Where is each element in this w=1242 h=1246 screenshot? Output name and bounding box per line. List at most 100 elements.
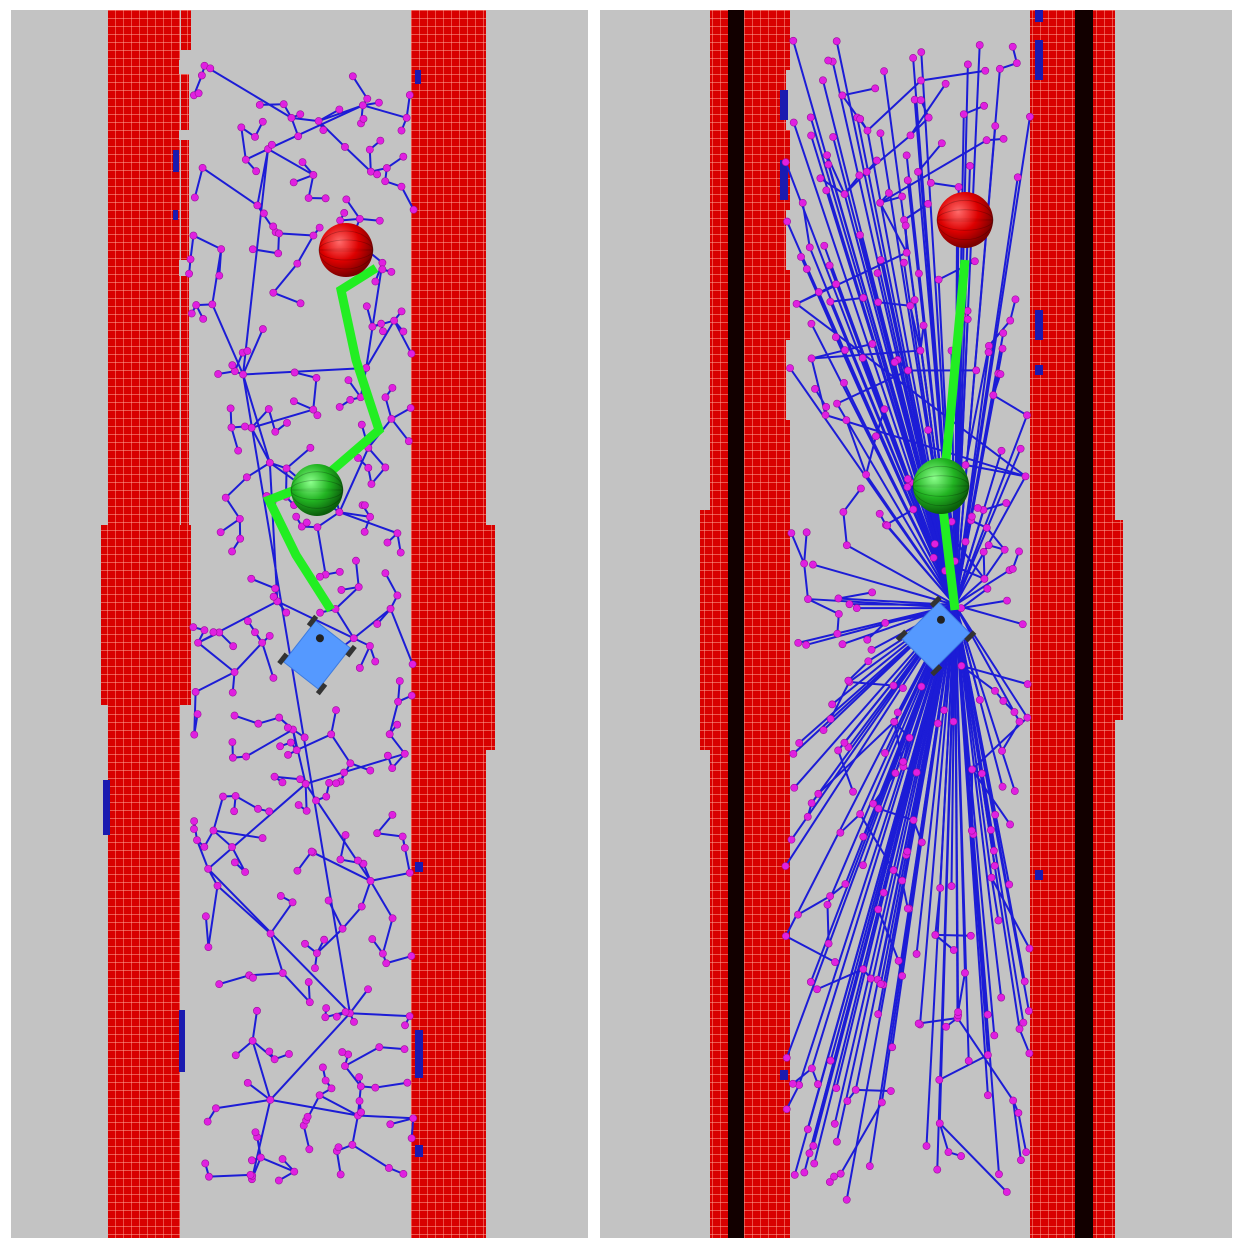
tree-node	[807, 978, 814, 985]
tree-node	[998, 747, 1005, 754]
tree-edge	[206, 916, 209, 947]
tree-node	[306, 999, 313, 1006]
left-wall-core	[728, 10, 744, 1238]
tree-node	[981, 575, 988, 582]
tree-node	[229, 754, 236, 761]
tree-node	[238, 124, 245, 131]
tree-node	[843, 417, 850, 424]
tree-node	[376, 217, 383, 224]
tree-node	[403, 114, 410, 121]
tree-node	[864, 636, 871, 643]
tree-node	[821, 242, 828, 249]
tree-node	[347, 396, 354, 403]
tree-node	[1009, 43, 1016, 50]
tree-node	[930, 554, 937, 561]
tree-node	[925, 114, 932, 121]
tree-node	[889, 1044, 896, 1051]
tree-node	[313, 374, 320, 381]
tree-node	[320, 126, 327, 133]
tree-node	[899, 193, 906, 200]
right-wall	[411, 10, 495, 1238]
tree-node	[837, 829, 844, 836]
tree-node	[323, 793, 330, 800]
tree-node	[394, 530, 401, 537]
tree-edge	[804, 532, 807, 563]
tree-node	[265, 405, 272, 412]
tree-node	[186, 270, 193, 277]
tree-node	[984, 1011, 991, 1018]
tree-node	[387, 1121, 394, 1128]
tree-node	[997, 371, 1004, 378]
tree-node	[1009, 565, 1016, 572]
tree-node	[918, 49, 925, 56]
tree-node	[249, 974, 256, 981]
tree-node	[783, 218, 790, 225]
tree-node	[279, 779, 286, 786]
tree-node	[389, 384, 396, 391]
tree-node	[830, 133, 837, 140]
tree-node	[920, 322, 927, 329]
tree-node	[356, 664, 363, 671]
tree-node	[999, 783, 1006, 790]
tree-edge	[297, 236, 313, 264]
tree-node	[895, 957, 902, 964]
tree-edge	[391, 419, 408, 441]
wall-gap	[179, 130, 189, 140]
tree-node	[313, 950, 320, 957]
tree-node	[187, 256, 194, 263]
tree-node	[202, 913, 209, 920]
tree-node	[904, 367, 911, 374]
tree-node	[377, 137, 384, 144]
tree-edge	[350, 1013, 410, 1016]
tree-node	[241, 423, 248, 430]
tree-node	[235, 447, 242, 454]
green-sphere-icon	[291, 464, 343, 516]
tree-edge	[931, 183, 959, 187]
tree-node	[806, 1150, 813, 1157]
tree-node	[918, 839, 925, 846]
tree-node	[319, 1064, 326, 1071]
tree-node	[891, 359, 898, 366]
tree-node	[865, 658, 872, 665]
tree-edge	[203, 168, 258, 206]
tree-edge	[363, 105, 407, 118]
tree-node	[991, 1032, 998, 1039]
tree-node	[337, 217, 344, 224]
tree-node	[937, 884, 944, 891]
tree-node	[790, 750, 797, 757]
tree-node	[860, 966, 867, 973]
tree-node	[323, 1005, 330, 1012]
tree-node	[385, 1164, 392, 1171]
tree-node	[310, 232, 317, 239]
tree-node	[902, 222, 909, 229]
tree-node	[833, 1138, 840, 1145]
tree-edge	[213, 797, 223, 831]
tree-node	[382, 570, 389, 577]
tree-node	[289, 899, 296, 906]
tree-edge	[394, 321, 411, 354]
tree-node	[894, 709, 901, 716]
tree-node	[201, 843, 208, 850]
right-planner-view	[600, 10, 1232, 1238]
tree-node	[826, 262, 833, 269]
tree-node	[287, 739, 294, 746]
tree-node	[301, 734, 308, 741]
tree-node	[869, 589, 876, 596]
tree-node	[789, 1080, 796, 1087]
tree-node	[205, 943, 212, 950]
tree-node	[967, 932, 974, 939]
unknown-voxel	[173, 210, 178, 220]
tree-node	[382, 464, 389, 471]
tree-edge	[313, 378, 316, 410]
tree-node	[277, 743, 284, 750]
tree-node	[382, 394, 389, 401]
tree-node	[904, 177, 911, 184]
obstacle-voxel-block	[416, 10, 486, 1238]
tree-node	[307, 444, 314, 451]
tree-node	[229, 362, 236, 369]
tree-node	[880, 889, 887, 896]
tree-node	[231, 669, 238, 676]
tree-node	[968, 827, 975, 834]
tree-node	[987, 826, 994, 833]
tree-edge	[362, 881, 371, 907]
